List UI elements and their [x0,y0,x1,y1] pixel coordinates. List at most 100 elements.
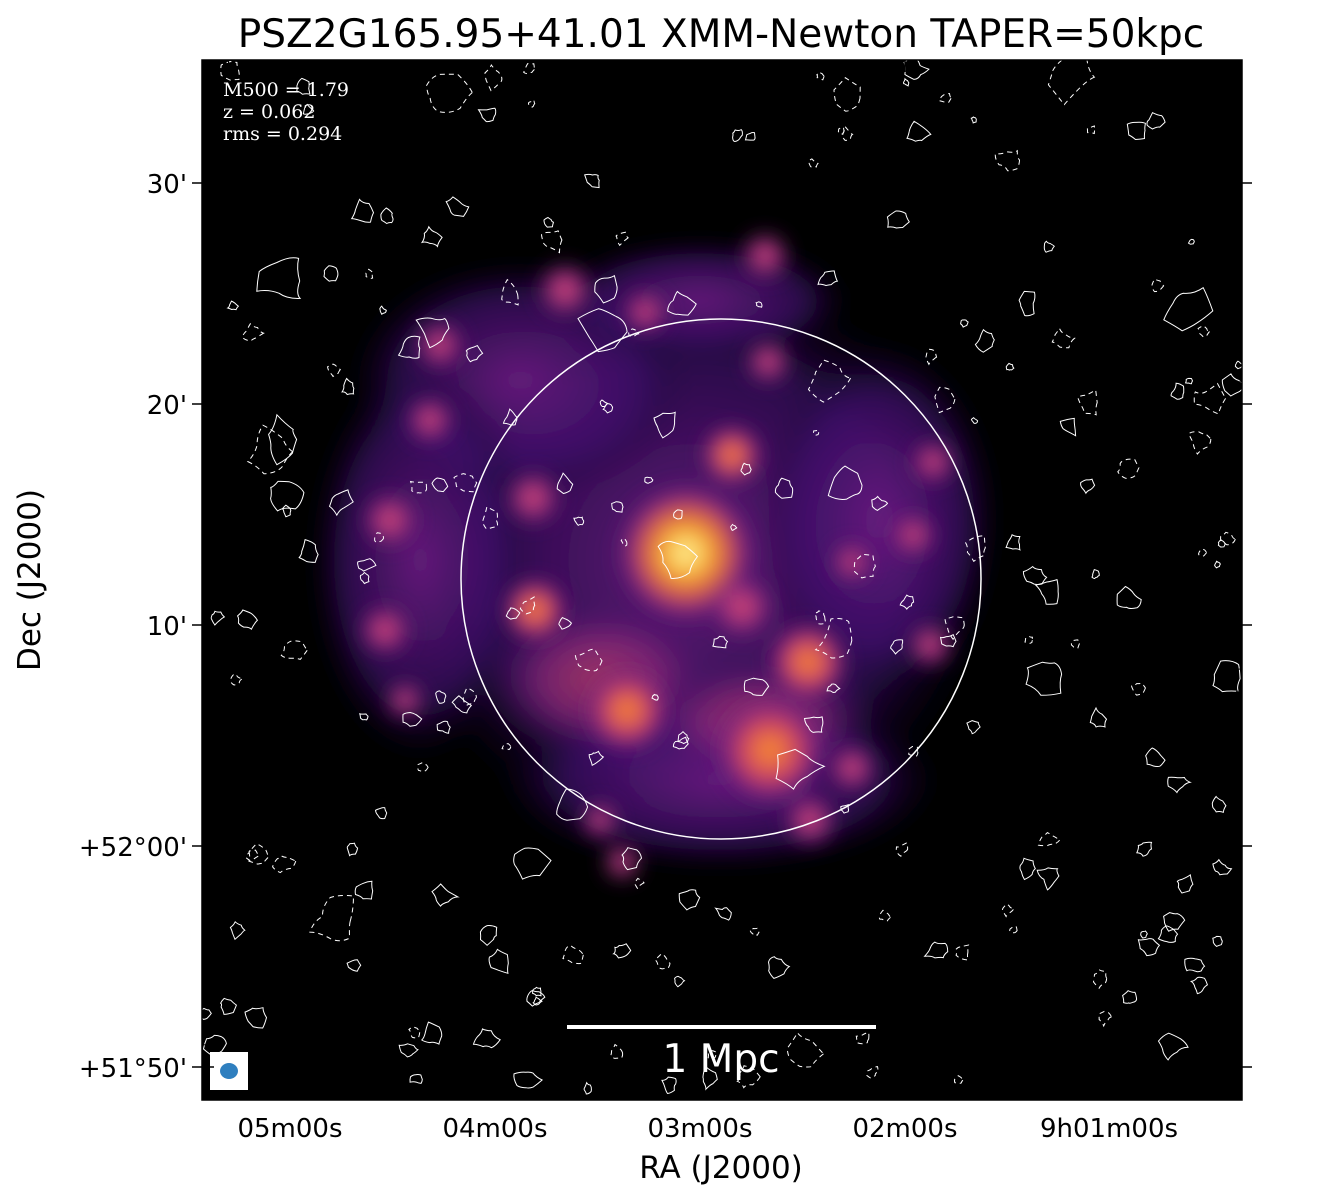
contour-line [245,849,259,862]
contour-line [479,925,498,946]
contour-line [610,1043,624,1059]
contour-line [558,616,573,630]
mass-annotation: M500 = 1.79 [223,79,349,101]
contour-line [513,847,552,880]
contour-line [814,617,853,659]
contour-line [220,60,240,81]
contour-line [226,300,240,311]
contour-line [229,673,243,686]
contour-line [409,1074,423,1084]
contour-line [359,713,369,721]
contour-line [974,328,995,353]
contour-line [453,473,478,493]
contour-line [786,1031,825,1068]
contour-line [577,308,628,353]
contour-line [256,257,302,299]
contour-line [302,103,315,115]
contour-line [556,472,574,495]
contour-line [1019,857,1036,881]
x-tick-label: 9h01m00s [1040,1114,1178,1144]
contour-line [812,429,820,437]
y-tick-label: +51°50' [79,1054,187,1084]
contour-line [1001,903,1015,918]
contour-line [1163,912,1186,932]
contour-line [878,909,892,922]
contour-line [296,77,311,95]
contour-line [436,720,451,734]
y-tick-labels: +51°50' +52°00' 10' 20' 30' [79,170,187,1084]
y-tick-label: 20' [147,391,187,421]
contour-line [431,477,449,493]
contour-line [594,274,618,304]
y-axis-label: Dec (J2000) [12,489,48,671]
contour-line [472,1028,501,1049]
bright-knots [357,230,957,882]
contour-line [833,77,861,112]
contour-line [1116,585,1142,609]
contour-line [420,225,443,248]
contour-line [903,77,910,87]
contour-line [807,158,819,169]
contour-line [374,532,384,544]
contour-line [219,997,238,1015]
y-tick-label: +52°00' [79,833,187,863]
contour-line [1214,560,1221,569]
contour-line [270,480,305,512]
contour-line [661,1076,677,1095]
contour-line [712,635,729,649]
contour-line [939,634,957,648]
contour-line [1145,747,1166,768]
contour-line [202,1007,212,1020]
contour-line [890,639,904,655]
contour-line [505,607,521,620]
contour-line [1005,534,1021,551]
scale-bar-label: 1 Mpc [662,1037,779,1082]
x-tick-label: 03m00s [647,1114,752,1144]
contour-line [1131,682,1146,696]
contour-line [827,465,863,500]
contour-line [621,847,643,871]
contour-line [341,377,355,396]
contour-line [744,132,756,141]
contour-line [841,125,854,141]
contour-line [435,690,447,704]
contour-line [397,335,421,359]
contour-line [323,265,339,282]
axis-ticks [192,60,1252,1100]
plot-frame [201,59,1243,1101]
contour-line [379,305,387,315]
contour-line [667,290,697,316]
contour-line [899,594,915,610]
contour-line [1137,938,1161,957]
contour-line [1051,327,1076,349]
contour-line [583,1081,592,1095]
contour-line [970,417,979,424]
contour-line [774,477,794,499]
contour-line [462,687,477,707]
contour-line [1037,831,1061,847]
contour-line [599,399,609,408]
contour-line [328,489,354,517]
contour-line [562,944,584,965]
y-tick-label: 10' [147,612,187,642]
x-tick-label: 02m00s [852,1114,957,1144]
contour-line [817,270,839,287]
x-tick-labels: 05m00s 04m00s 03m00s 02m00s 9h01m00s [237,1114,1178,1144]
contour-line [674,975,686,988]
contour-line [1091,569,1100,580]
y-tick-label: 30' [147,170,187,200]
contour-line [1151,278,1165,293]
contour-line [644,476,654,484]
contour-line [853,553,876,579]
contour-line [1189,976,1208,995]
contour-line [465,344,484,363]
contour-line [1140,930,1148,939]
contour-line [281,504,292,518]
contour-line [855,1031,870,1045]
contour-line [707,1050,717,1060]
contour-line [584,173,600,189]
contour-line [574,648,603,672]
radio-contours [202,60,1242,1095]
contour-line [628,328,640,338]
